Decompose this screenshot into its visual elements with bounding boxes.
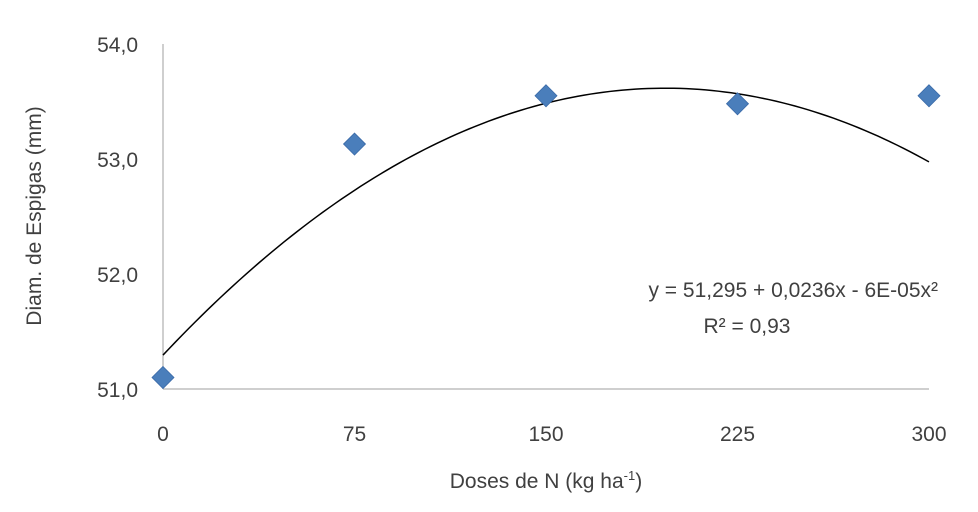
trendline-r-squared: R² = 0,93 xyxy=(704,315,791,338)
y-tick-label: 51,0 xyxy=(97,379,138,402)
data-point xyxy=(917,84,941,108)
y-tick-label: 54,0 xyxy=(97,34,138,57)
y-tick-labels: 51,0 52,0 53,0 54,0 xyxy=(97,34,138,402)
y-tick-label: 53,0 xyxy=(97,149,138,172)
x-tick-label: 0 xyxy=(157,423,169,446)
x-tick-labels: 0 75 150 225 300 xyxy=(157,423,946,446)
data-point xyxy=(342,132,367,156)
x-axis-title-superscript: -1 xyxy=(624,468,636,483)
data-point xyxy=(534,84,558,108)
data-point xyxy=(725,92,750,116)
trendline-equation: y = 51,295 + 0,0236x - 6E-05x² xyxy=(648,279,938,302)
trendline-curve xyxy=(162,87,930,356)
x-axis-title-close: ) xyxy=(635,470,642,493)
y-tick-label: 52,0 xyxy=(97,264,138,287)
x-tick-label: 150 xyxy=(528,423,563,446)
x-axis-title-text: Doses de N (kg ha xyxy=(450,470,624,493)
x-tick-label: 75 xyxy=(343,423,366,446)
data-point xyxy=(151,365,175,390)
x-tick-label: 300 xyxy=(911,423,946,446)
x-axis-title: Doses de N (kg ha-1) xyxy=(450,468,642,493)
data-points xyxy=(151,84,941,390)
x-tick-label: 225 xyxy=(720,423,755,446)
y-axis-title: Diam. de Espigas (mm) xyxy=(23,106,46,325)
